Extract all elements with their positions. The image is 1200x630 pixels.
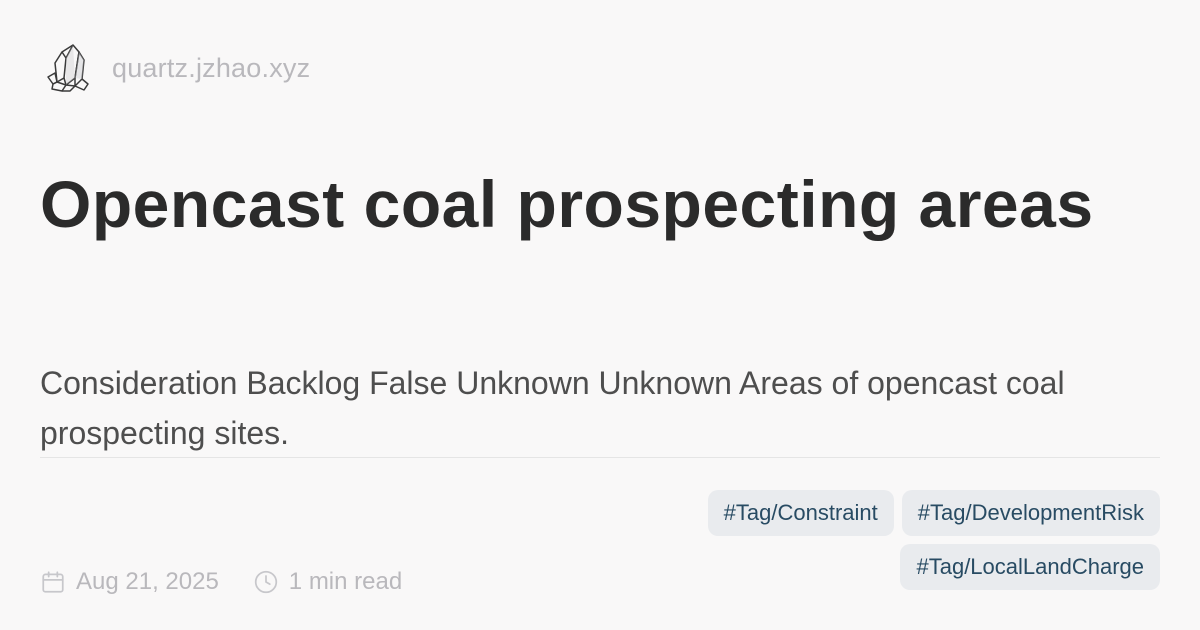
clock-icon	[254, 570, 277, 594]
tag-constraint[interactable]: #Tag/Constraint	[707, 490, 894, 536]
calendar-icon	[42, 571, 64, 593]
page-meta: Aug 21, 2025 1 min read	[40, 562, 402, 602]
site-header: quartz.jzhao.xyz	[40, 40, 310, 96]
page-title: Opencast coal prospecting areas	[40, 167, 1094, 241]
tag-list: #Tag/Constraint #Tag/DevelopmentRisk #Ta…	[680, 490, 1160, 590]
reading-time-text: 1 min read	[288, 568, 403, 595]
publish-date: Aug 21, 2025	[40, 568, 219, 596]
publish-date-text: Aug 21, 2025	[76, 568, 219, 595]
divider	[40, 457, 1160, 458]
tag-development-risk[interactable]: #Tag/DevelopmentRisk	[901, 490, 1160, 536]
page-description: Consideration Backlog False Unknown Unkn…	[40, 365, 1065, 451]
site-domain: quartz.jzhao.xyz	[112, 52, 311, 83]
og-preview-card: quartz.jzhao.xyz Opencast coal prospecti…	[40, 40, 1160, 600]
reading-time: 1 min read	[253, 568, 402, 596]
crystal-logo-icon	[47, 44, 89, 92]
tag-local-land-charge[interactable]: #Tag/LocalLandCharge	[900, 544, 1160, 590]
